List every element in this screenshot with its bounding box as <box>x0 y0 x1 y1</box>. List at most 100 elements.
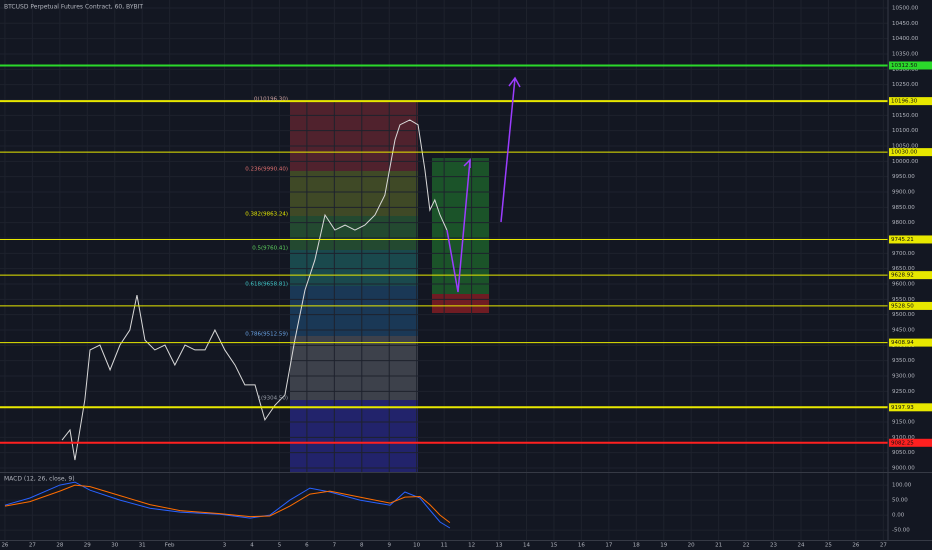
fib-zone <box>290 171 418 216</box>
fib-label: 0.786(9512.59) <box>245 332 288 338</box>
price-line <box>4 484 451 523</box>
stop-zone <box>432 294 489 313</box>
x-tick-label: 27 <box>880 543 887 549</box>
y-tick-label: 10350.00 <box>892 51 919 57</box>
fib-label: 0(10196.30) <box>254 97 288 103</box>
x-tick-label: 8 <box>360 543 364 549</box>
y-tick-label: 9450.00 <box>892 328 915 334</box>
x-tick-label: 5 <box>278 543 282 549</box>
x-tick-label: 22 <box>743 543 750 549</box>
y-tick-label: 9850.00 <box>892 205 915 211</box>
y-tick-label: 10400.00 <box>892 36 919 42</box>
y-tick-label: 9100.00 <box>892 435 915 441</box>
y-tick-label: 9650.00 <box>892 266 915 272</box>
price-tag <box>889 235 932 244</box>
y-tick-label: 9550.00 <box>892 297 915 303</box>
x-tick-label: 11 <box>441 543 448 549</box>
fib-label: 0.618(9658.81) <box>245 282 288 288</box>
plot-layer <box>0 0 888 540</box>
y-tick-label: 10100.00 <box>892 128 919 134</box>
x-tick-label: 27 <box>29 543 36 549</box>
x-tick-label: 17 <box>605 543 612 549</box>
price-tag-label: 9745.21 <box>891 237 914 243</box>
y-tick-label: -50.00 <box>892 528 910 534</box>
y-tick-label: 10500.00 <box>892 5 919 11</box>
x-tick-label: 7 <box>333 543 337 549</box>
y-tick-label: 9800.00 <box>892 220 915 226</box>
y-tick-label: 10150.00 <box>892 113 919 119</box>
y-tick-label: 10300.00 <box>892 67 919 73</box>
x-tick-label: 4 <box>250 543 254 549</box>
fib-label: 0.236(9990.40) <box>245 167 288 173</box>
price-tag-label: 9628.92 <box>891 273 914 279</box>
price-line <box>4 481 451 529</box>
x-tick-label: Feb <box>165 543 175 549</box>
y-tick-label: 9000.00 <box>892 466 915 472</box>
x-tick-label: 16 <box>578 543 585 549</box>
fib-label: 0.5(9760.41) <box>252 246 288 252</box>
y-tick-label: 9300.00 <box>892 374 915 380</box>
x-tick-label: 9 <box>387 543 391 549</box>
fib-zone <box>290 250 418 286</box>
price-tag-label: 10030.00 <box>891 150 918 156</box>
x-tick-label: 19 <box>660 543 667 549</box>
y-tick-label: 100.00 <box>892 483 912 489</box>
y-tick-label: 9900.00 <box>892 189 915 195</box>
indicator-title: MACD (12, 26, close, 9) <box>4 476 75 483</box>
x-tick-label: 6 <box>305 543 309 549</box>
fib-zone <box>290 286 418 336</box>
x-tick-label: 31 <box>139 543 146 549</box>
overlay: 0(10196.30) 0.236(9990.40) 0.382(9863.24) 0… <box>0 64 888 529</box>
price-tag-label: 10312.50 <box>891 63 918 69</box>
price-tag-label: 9082.25 <box>891 440 914 446</box>
x-tick-label: 10 <box>413 543 420 549</box>
y-tick-label: 50.00 <box>892 498 908 504</box>
projection-arrow <box>446 159 471 293</box>
x-tick-label: 3 <box>223 543 227 549</box>
price-tag-label: 10196.30 <box>891 99 918 105</box>
fib-label: 1(9304.50) <box>257 396 288 402</box>
fib-zone <box>290 400 418 472</box>
x-tick-label: 15 <box>550 543 557 549</box>
price-tag <box>889 403 932 412</box>
x-tick-label: 21 <box>715 543 722 549</box>
y-tick-label: 10000.00 <box>892 159 919 165</box>
price-tag <box>889 301 932 310</box>
y-tick-label: 9950.00 <box>892 174 915 180</box>
y-tick-label: 9150.00 <box>892 420 915 426</box>
y-tick-label: 9500.00 <box>892 312 915 318</box>
y-tick-label: 9700.00 <box>892 251 915 257</box>
chart-title: BTCUSD Perpetual Futures Contract, 60, B… <box>4 4 143 11</box>
y-tick-label: 0.00 <box>892 513 905 519</box>
arrow-head <box>508 76 521 88</box>
x-tick-label: 28 <box>56 543 63 549</box>
x-tick-label: 12 <box>468 543 475 549</box>
y-tick-label: 10450.00 <box>892 21 919 27</box>
projection-arrow <box>500 77 516 223</box>
price-tag <box>889 97 932 106</box>
x-tick-label: 14 <box>523 543 530 549</box>
price-tag-label: 9408.94 <box>891 340 914 346</box>
x-tick-label: 29 <box>84 543 91 549</box>
y-tick-label: 9350.00 <box>892 358 915 364</box>
x-tick-label: 26 <box>852 543 859 549</box>
price-tag <box>889 271 932 280</box>
arrow-head <box>463 158 471 168</box>
y-tick-label: 10250.00 <box>892 82 919 88</box>
fib-zone <box>290 216 418 250</box>
price-tag-label: 9528.50 <box>891 303 914 309</box>
x-tick-label: 13 <box>496 543 503 549</box>
price-tag <box>889 438 932 447</box>
target-zone <box>432 158 489 294</box>
y-tick-label: 10050.00 <box>892 143 919 149</box>
x-tick-label: 26 <box>1 543 8 549</box>
price-tag <box>889 148 932 157</box>
fib-zone <box>290 101 418 171</box>
y-tick-label: 9250.00 <box>892 389 915 395</box>
x-tick-label: 18 <box>633 543 640 549</box>
price-tag <box>889 338 932 347</box>
y-tick-label: 9050.00 <box>892 450 915 456</box>
price-tag-label: 9197.93 <box>891 405 914 411</box>
fib-label: 0.382(9863.24) <box>245 212 288 218</box>
